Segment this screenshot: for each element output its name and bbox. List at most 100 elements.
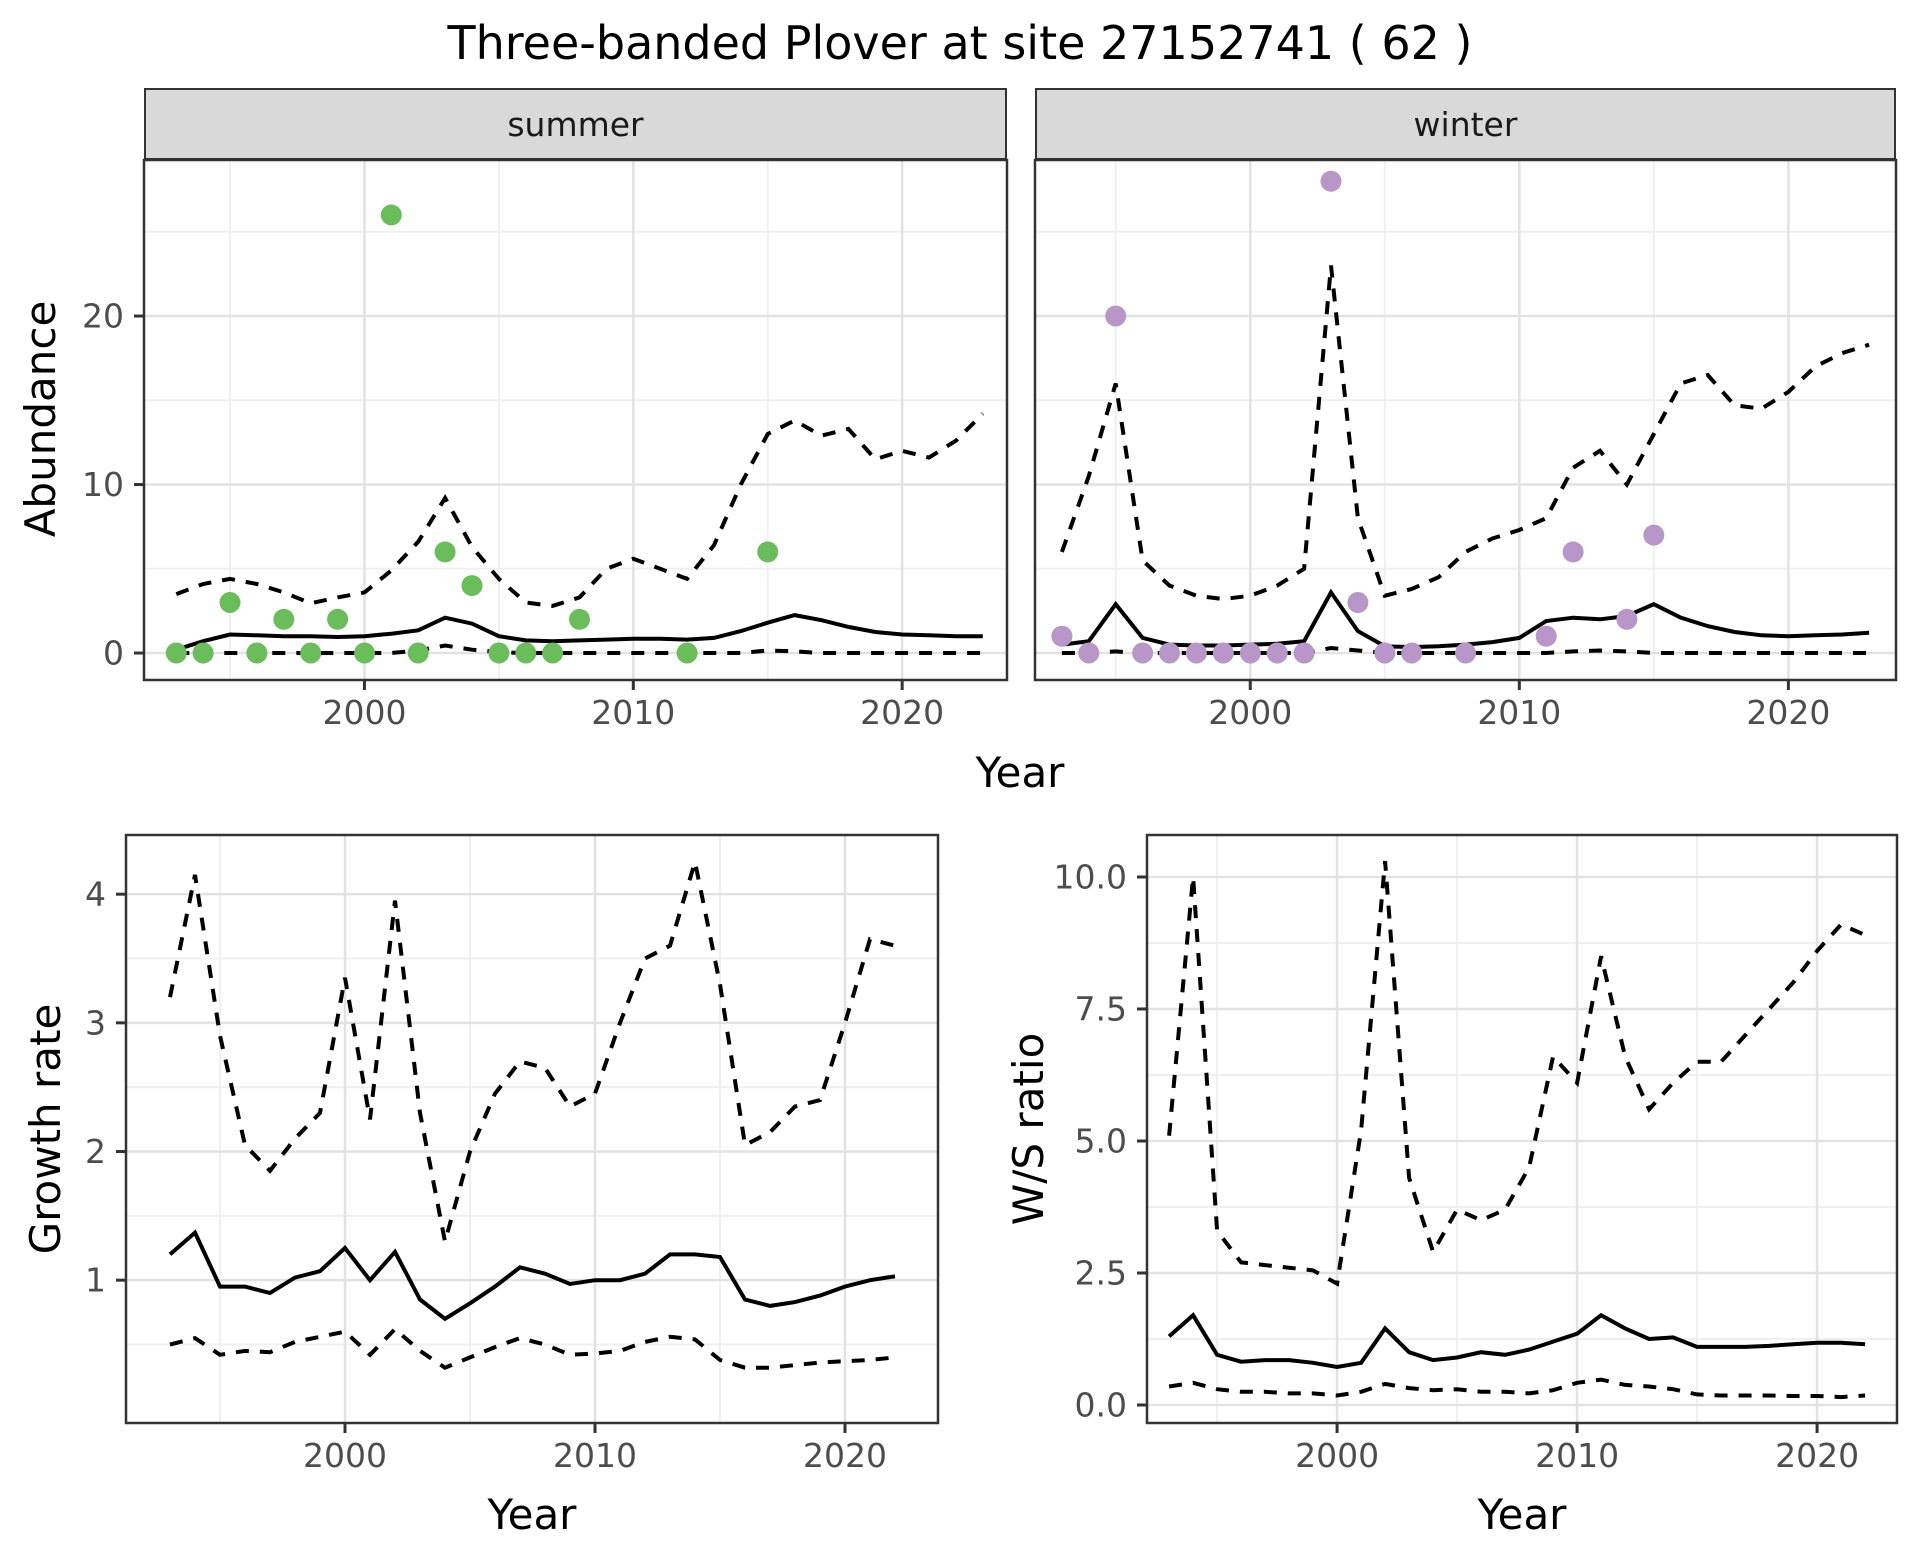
median-line-abundance_summer — [175, 613, 983, 652]
y-tick-label: 2 — [85, 1132, 106, 1171]
observed-point — [1239, 642, 1261, 664]
x-tick-label: 2010 — [1477, 693, 1561, 732]
observed-point — [192, 642, 214, 664]
x-tick-label: 2010 — [1535, 1436, 1619, 1475]
observed-point — [1266, 642, 1288, 664]
y-axis-title-ws-ratio: W/S ratio — [1003, 1032, 1053, 1226]
x-axis-title-growth-rate: Year — [487, 1490, 577, 1539]
y-tick-label: 1 — [85, 1261, 106, 1300]
observed-point — [1293, 642, 1315, 664]
gridlines-abundance_summer — [144, 160, 1007, 680]
observed-point — [1455, 642, 1476, 664]
x-tick-label: 2000 — [1208, 693, 1292, 732]
y-tick-label: 7.5 — [1075, 990, 1127, 1029]
observed-point — [407, 642, 429, 664]
observed-point — [300, 642, 322, 664]
observed-point — [1185, 642, 1207, 664]
lower-ci-line-ws_ratio — [1168, 1377, 1866, 1400]
figure-title: Three-banded Plover at site 27152741 ( 6… — [447, 16, 1473, 70]
median-line-ws_ratio — [1167, 1312, 1866, 1370]
panel-border-ws_ratio — [1145, 833, 1899, 1425]
observed-point — [1616, 608, 1638, 630]
observed-point — [1105, 305, 1127, 327]
y-tick-label: 2.5 — [1075, 1254, 1127, 1293]
panel-border-abundance_winter — [1033, 158, 1898, 682]
observed-point — [757, 541, 779, 563]
y-tick-label: 10.0 — [1054, 858, 1127, 897]
facet-strip-summer-label: summer — [507, 104, 644, 144]
x-axis-title-ws-ratio: Year — [1477, 1490, 1567, 1539]
facet-strip-summer: summer — [144, 88, 1007, 160]
observed-point — [1051, 625, 1073, 647]
observed-point — [273, 608, 295, 630]
observed-points-abundance_summer — [165, 204, 779, 664]
panel-abundance_summer: 2000 2010 2020 0 10 20 — [82, 158, 1009, 732]
x-tick-label: 2010 — [591, 693, 675, 732]
observed-point — [1320, 170, 1342, 192]
panel-border-growth_rate — [124, 833, 940, 1425]
median-line-growth_rate — [168, 1229, 896, 1322]
observed-point — [434, 541, 456, 563]
x-tick-label: 2020 — [1746, 693, 1830, 732]
observed-point — [569, 608, 590, 630]
observed-point — [1374, 642, 1396, 664]
axis-abundance_winter: 2000 2010 2020 — [1208, 680, 1830, 732]
observed-point — [1643, 524, 1665, 546]
y-tick-label: 10 — [82, 465, 124, 504]
x-tick-label: 2000 — [303, 1436, 387, 1475]
gridlines-ws_ratio — [1147, 835, 1897, 1423]
observed-point — [1535, 625, 1557, 647]
upper-ci-line-ws_ratio — [1167, 860, 1866, 1287]
axis-growth_rate: 2000 2010 2020 1 2 3 4 — [85, 875, 887, 1475]
panel-growth_rate: 2000 2010 2020 1 2 3 4 — [85, 833, 940, 1475]
facet-strip-winter: winter — [1035, 88, 1896, 160]
observed-point — [461, 575, 483, 597]
panel-border-abundance_summer — [142, 158, 1009, 682]
observed-point — [327, 608, 349, 630]
observed-point — [676, 642, 698, 664]
observed-point — [488, 642, 510, 664]
y-tick-label: 20 — [82, 297, 124, 336]
panel-abundance_winter: 2000 2010 2020 — [1033, 158, 1898, 732]
observed-point — [515, 642, 537, 664]
y-tick-label: 0 — [103, 634, 124, 673]
lower-ci-line-abundance_winter — [1061, 645, 1870, 655]
panel-ws_ratio: 2000 2010 2020 0.0 2.5 5.0 7.5 10.0 — [1054, 833, 1899, 1475]
observed-point — [1212, 642, 1234, 664]
observed-point — [1562, 541, 1584, 563]
y-axis-title-growth-rate: Growth rate — [20, 1003, 70, 1255]
upper-ci-line-abundance_summer — [175, 412, 985, 608]
observed-points-abundance_winter — [1051, 170, 1665, 664]
facet-strip-winter-label: winter — [1413, 104, 1518, 144]
observed-point — [542, 642, 564, 664]
x-axis-title-top: Year — [975, 748, 1065, 797]
gridlines-abundance_winter — [1035, 160, 1896, 680]
x-tick-label: 2010 — [553, 1436, 637, 1475]
x-tick-label: 2000 — [1295, 1436, 1379, 1475]
x-tick-label: 2020 — [803, 1436, 887, 1475]
y-tick-label: 5.0 — [1075, 1122, 1127, 1161]
observed-point — [1401, 642, 1423, 664]
lower-ci-line-growth_rate — [169, 1326, 896, 1370]
axis-abundance_summer: 2000 2010 2020 0 10 20 — [82, 297, 944, 732]
x-tick-label: 2000 — [322, 693, 406, 732]
observed-point — [1159, 642, 1180, 664]
y-axis-title-abundance: Abundance — [15, 300, 65, 538]
x-tick-label: 2020 — [860, 693, 944, 732]
y-tick-label: 0.0 — [1075, 1386, 1127, 1425]
y-tick-label: 4 — [85, 875, 106, 914]
observed-point — [1347, 592, 1369, 613]
observed-point — [165, 642, 187, 664]
lower-ci-line-abundance_summer — [176, 643, 983, 655]
observed-point — [1078, 642, 1100, 664]
observed-point — [354, 642, 375, 664]
observed-point — [246, 642, 268, 664]
x-tick-label: 2020 — [1775, 1436, 1859, 1475]
gridlines-growth_rate — [126, 835, 938, 1423]
upper-ci-line-growth_rate — [168, 861, 896, 1243]
y-tick-label: 3 — [85, 1003, 106, 1042]
observed-point — [380, 204, 402, 226]
axis-ws_ratio: 2000 2010 2020 0.0 2.5 5.0 7.5 10.0 — [1054, 858, 1860, 1475]
